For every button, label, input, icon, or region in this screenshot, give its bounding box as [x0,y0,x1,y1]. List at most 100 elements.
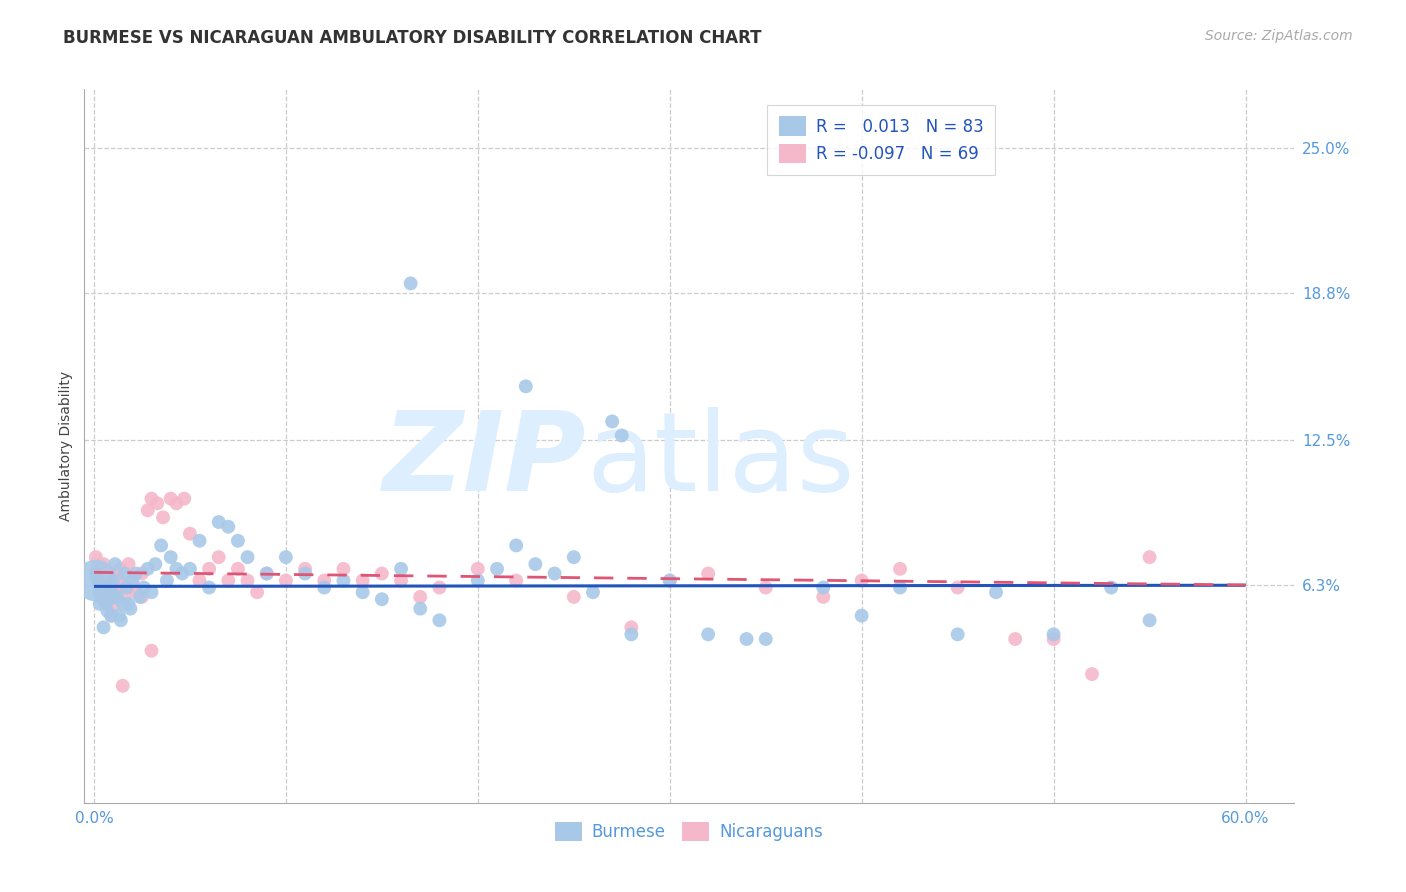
Point [141,644,163,658]
Point [89,597,111,611]
Point [467,562,489,576]
Y-axis label: Ambulatory Disability: Ambulatory Disability [59,371,73,521]
Point [658,574,681,588]
Point [314,574,336,588]
Point [96,604,118,618]
Point [562,590,585,604]
Point [115,581,138,595]
Point [101,566,124,581]
Point [399,277,422,291]
Point [166,496,188,510]
Text: Source: ZipAtlas.com: Source: ZipAtlas.com [1205,29,1353,43]
Point [141,491,163,506]
Point [179,526,201,541]
Point [179,562,201,576]
Point [105,585,128,599]
Point [159,550,181,565]
Point [1004,632,1026,646]
Point [105,590,128,604]
Point [159,491,181,506]
Point [152,510,174,524]
Point [889,562,911,576]
Point [208,550,231,565]
Point [172,566,194,581]
Point [198,581,221,595]
Point [150,538,173,552]
Point [100,608,122,623]
Point [84,566,107,581]
Point [1081,667,1104,681]
Point [371,566,394,581]
Point [98,590,121,604]
Point [409,590,432,604]
Point [256,566,278,581]
Point [620,620,643,634]
Point [755,581,778,595]
Point [96,574,118,588]
Text: ZIP: ZIP [382,407,586,514]
Point [524,557,547,571]
Point [946,581,969,595]
Point [332,574,354,588]
Point [132,581,155,595]
Point [136,503,159,517]
Point [600,414,623,428]
Point [117,597,139,611]
Point [332,562,354,576]
Point [1099,581,1122,595]
Point [697,566,720,581]
Point [409,601,432,615]
Point [314,581,336,595]
Point [129,590,152,604]
Point [104,557,127,571]
Point [156,574,179,588]
Point [145,557,167,571]
Point [89,585,111,599]
Point [89,574,111,588]
Point [236,574,259,588]
Point [166,562,188,576]
Point [136,562,159,576]
Point [620,627,643,641]
Point [198,562,221,576]
Point [226,533,249,548]
Point [84,574,107,588]
Point [371,592,394,607]
Point [100,608,122,623]
Point [93,585,115,599]
Point [505,538,527,552]
Point [274,550,297,565]
Text: BURMESE VS NICARAGUAN AMBULATORY DISABILITY CORRELATION CHART: BURMESE VS NICARAGUAN AMBULATORY DISABIL… [63,29,762,46]
Point [610,428,633,442]
Point [485,562,508,576]
Point [131,590,153,604]
Point [697,627,720,641]
Point [1139,613,1161,627]
Point [173,491,195,506]
Point [226,562,249,576]
Point [90,566,112,581]
Point [984,585,1007,599]
Point [96,597,118,611]
Point [108,574,131,588]
Point [111,597,134,611]
Point [104,590,127,604]
Point [121,574,143,588]
Point [658,574,681,588]
Point [236,550,259,565]
Point [429,613,451,627]
Point [217,574,239,588]
Point [111,578,134,592]
Point [352,574,374,588]
Point [94,597,117,611]
Point [104,597,127,611]
Point [117,557,139,571]
Point [543,566,565,581]
Point [1042,632,1064,646]
Point [89,557,111,571]
Point [101,574,124,588]
Point [735,632,758,646]
Point [93,620,115,634]
Point [141,585,163,599]
Point [90,590,112,604]
